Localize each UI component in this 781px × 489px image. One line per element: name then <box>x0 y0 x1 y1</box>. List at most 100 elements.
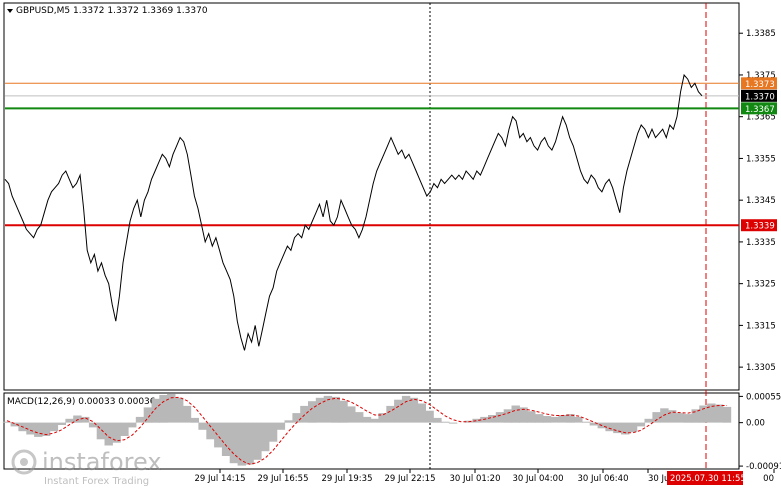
macd-histogram-bar <box>268 422 278 442</box>
macd-histogram-bar <box>699 405 708 423</box>
macd-histogram-bar <box>605 422 614 432</box>
macd-histogram-bar <box>628 422 638 433</box>
macd-histogram-bar <box>355 412 364 423</box>
macd-histogram-bar <box>441 421 450 423</box>
watermark-tagline: Instant Forex Trading <box>44 476 149 487</box>
macd-histogram-bar <box>488 415 497 423</box>
macd-histogram-bar <box>370 418 379 423</box>
time-tick-label: 29 Jul 19:35 <box>322 474 373 484</box>
macd-histogram-bar <box>613 422 622 434</box>
time-tick-label: 30 Jul 04:00 <box>513 474 564 484</box>
macd-histogram-bar <box>167 394 176 423</box>
instaforex-logo: instaforex Instant Forex Trading <box>11 448 162 487</box>
time-tick-label: 29 Jul 16:55 <box>258 474 309 484</box>
macd-histogram-bar <box>527 411 536 423</box>
macd-histogram-bar <box>331 396 340 423</box>
macd-histogram-bar <box>10 422 19 427</box>
macd-histogram-bar <box>276 422 286 430</box>
macd-histogram-bar <box>652 412 661 423</box>
macd-histogram-bar <box>49 422 59 432</box>
macd-histogram-bar <box>566 414 575 423</box>
resistance-level-value: 1.3373 <box>745 80 775 90</box>
macd-histogram-bar <box>581 421 591 423</box>
macd-histogram-bar <box>175 397 184 423</box>
macd-histogram-bar <box>112 422 121 443</box>
macd-histogram-bar <box>722 406 732 423</box>
macd-signal-line <box>6 396 727 465</box>
macd-histogram-bar <box>206 422 215 440</box>
current-time-text: 2025.07.30 11:55 <box>670 474 746 484</box>
macd-histogram-bar <box>558 415 567 423</box>
watermark-brand: instaforex <box>42 448 162 476</box>
macd-histogram-bar <box>57 422 66 425</box>
price-tick-label: 1.3325 <box>746 280 776 290</box>
macd-histogram-bar <box>96 422 106 440</box>
macd-histogram-bar <box>542 416 552 423</box>
macd-histogram-bar <box>472 418 481 423</box>
time-axis: 29 Jul 14:15 29 Jul 16:55 29 Jul 19:35 29 J… <box>195 469 775 485</box>
macd-histogram-bar <box>81 416 90 423</box>
macd-histogram-bar <box>26 422 35 435</box>
macd-axis: 0.00055 0.00 -0.00091 <box>739 392 781 472</box>
price-series-line[interactable] <box>4 73 703 351</box>
macd-histogram-bar <box>495 412 505 423</box>
price-tick-label: 1.3375 <box>746 71 776 81</box>
time-tick-label: 29 Jul 14:15 <box>195 474 246 484</box>
macd-histogram-bar <box>237 422 246 466</box>
macd-histogram-bar <box>284 420 293 423</box>
macd-histogram-bar <box>229 422 239 464</box>
current-price-level-label: 1.3370 <box>741 89 777 102</box>
sell-level-label: 1.3339 <box>741 219 777 232</box>
macd-histogram-bar <box>151 398 160 423</box>
macd-histogram-bar <box>253 422 262 460</box>
time-tick-label: 30 Jul <box>648 474 672 484</box>
macd-histogram-bar <box>707 403 716 423</box>
macd-histogram-bar <box>535 414 544 423</box>
macd-histogram-bar <box>425 410 434 423</box>
time-tick-label: 29 Jul 22:15 <box>385 474 436 484</box>
macd-histogram-bar <box>644 418 653 423</box>
macd-histogram-bar <box>621 422 630 435</box>
macd-histogram-bar <box>214 422 223 448</box>
macd-histogram-bar <box>511 405 520 423</box>
macd-histogram-bar <box>675 413 685 423</box>
buy-level-value: 1.3367 <box>745 105 775 115</box>
macd-histogram-bar <box>589 422 599 426</box>
macd-histogram-bar <box>401 395 411 423</box>
sell-level-value: 1.3339 <box>745 222 775 232</box>
level-labels: 1.3373 1.3370 1.3367 1.3339 <box>741 77 777 232</box>
current-time-label: 2025.07.30 11:55 <box>667 471 746 485</box>
price-tick-label: 1.3345 <box>746 196 776 206</box>
macd-histogram-bar <box>339 400 348 423</box>
price-tick-label: 1.3365 <box>746 113 776 123</box>
macd-histogram-bar <box>433 417 442 423</box>
price-tick-label: 1.3305 <box>746 363 776 373</box>
level-lines <box>5 82 739 227</box>
macd-header-text: MACD(12,26,9) 0.00033 0.00036 <box>7 397 156 407</box>
macd-histogram-bar <box>88 422 98 428</box>
macd-histogram-bar <box>198 422 207 430</box>
price-panel[interactable] <box>3 2 740 391</box>
macd-histogram-bar <box>315 397 325 423</box>
macd-histogram-bar <box>409 397 419 423</box>
macd-histogram-bar <box>691 409 700 423</box>
price-tick-label: 1.3385 <box>746 29 776 39</box>
macd-histogram-bar <box>245 422 254 465</box>
macd-histogram-bar <box>636 422 646 427</box>
macd-histogram-bar <box>300 405 309 423</box>
macd-histogram-bar <box>73 415 82 423</box>
macd-histogram-bar <box>323 395 333 423</box>
symbol-header: GBPUSD,M5 1.3372 1.3372 1.3369 1.3370 <box>7 6 208 16</box>
macd-histogram-bar <box>308 401 317 423</box>
macd-histogram-bar <box>417 403 426 423</box>
macd-histogram-bar <box>143 407 153 423</box>
macd-histogram-bar <box>41 422 51 436</box>
symbol-header-text: GBPUSD,M5 1.3372 1.3372 1.3369 1.3370 <box>16 6 208 16</box>
macd-histogram-bar <box>378 413 387 423</box>
macd-histogram-bar <box>668 410 677 423</box>
dropdown-triangle-icon[interactable] <box>7 9 13 13</box>
macd-histogram <box>2 394 732 466</box>
buy-level-label: 1.3367 <box>741 102 777 115</box>
macd-histogram-bar <box>221 422 231 456</box>
